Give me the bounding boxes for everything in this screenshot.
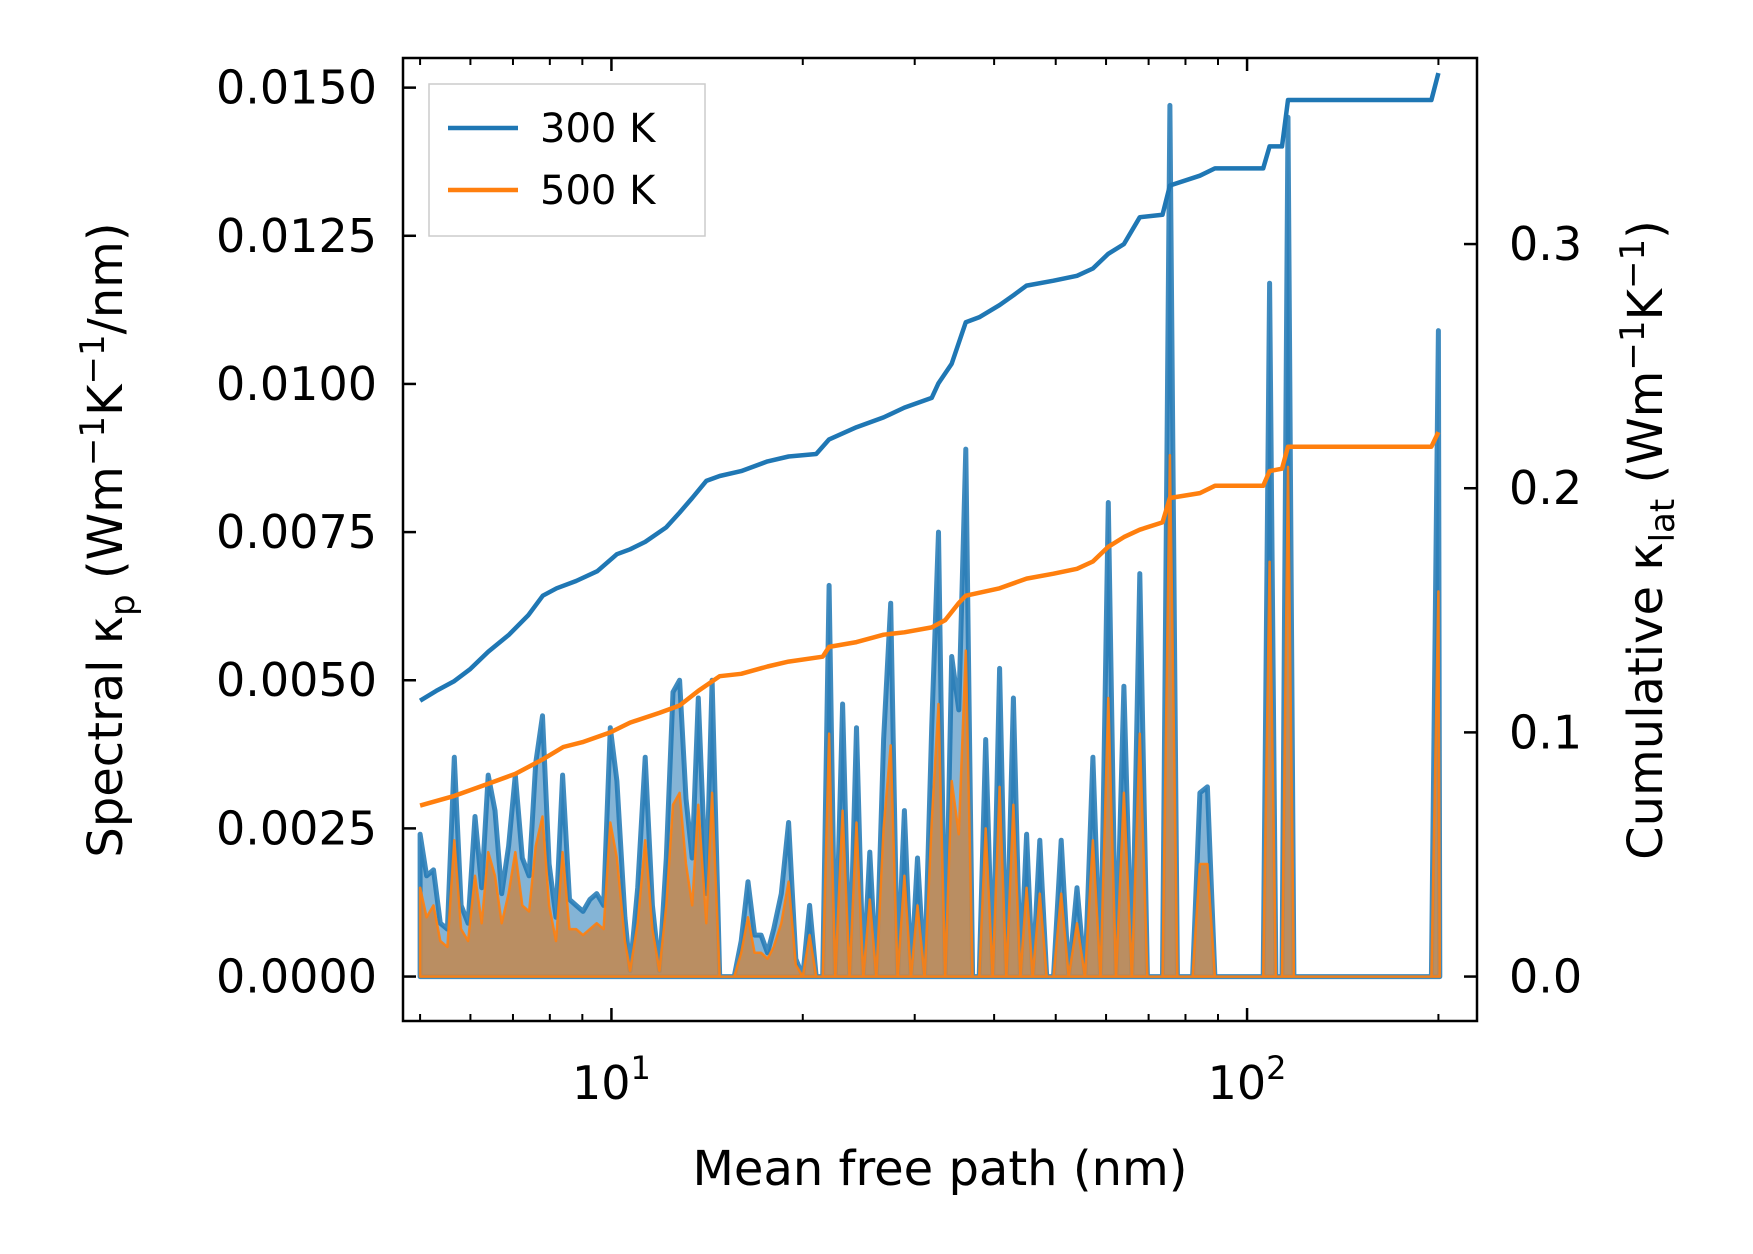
right-axis-title-sub: lat — [1643, 499, 1683, 543]
x-tick-label-exp: 1 — [631, 1049, 651, 1087]
legend-label-300k: 300 K — [540, 106, 657, 152]
right-axis-title: Cumulative κlat (Wm−1K−1) — [1613, 220, 1683, 860]
left-y-tick-label: 0.0100 — [216, 357, 377, 411]
left-y-tick-label: 0.0075 — [216, 505, 377, 559]
right-y-tick-label: 0.2 — [1509, 461, 1582, 515]
right-axis-title-close: ) — [1618, 220, 1674, 239]
left-axis-title-sup2: −1 — [73, 334, 113, 384]
right-axis-title-sup1: −1 — [1613, 320, 1653, 370]
right-axis-title-sup2: −1 — [1613, 239, 1653, 289]
left-axis-title-pre: Spectral κ — [78, 616, 134, 858]
cumulative-line-500k — [419, 431, 1441, 808]
x-tick-label: 101 — [572, 1049, 651, 1110]
left-axis-title-sub: p — [103, 594, 143, 616]
left-axis-title-close: /nm) — [78, 222, 134, 334]
x-tick-label-exp: 2 — [1266, 1049, 1286, 1087]
left-axis-title-sup1: −1 — [73, 416, 113, 466]
x-axis-title: Mean free path (nm) — [693, 1141, 1188, 1197]
spectral-area-500k — [418, 453, 1442, 978]
right-y-tick-label: 0.0 — [1509, 950, 1582, 1004]
ticks-layer: 0.00000.00250.00500.00750.01000.01250.01… — [216, 58, 1582, 1110]
spectral-series-layer — [417, 102, 1443, 980]
legend-label-500k: 500 K — [540, 168, 657, 214]
right-y-tick-label: 0.3 — [1509, 217, 1582, 271]
left-y-tick-label: 0.0025 — [216, 801, 377, 855]
x-tick-label-base: 10 — [572, 1056, 631, 1110]
cumulative-series-layer — [418, 72, 1441, 808]
x-tick-label-base: 10 — [1208, 1056, 1267, 1110]
left-y-tick-label: 0.0050 — [216, 653, 377, 707]
legend-frame — [428, 83, 706, 237]
right-y-tick-label: 0.1 — [1509, 705, 1582, 759]
cumulative-line-300k — [418, 72, 1441, 703]
left-axis-title: Spectral κp (Wm−1K−1/nm) — [73, 222, 143, 857]
left-axis-title-mid: K — [78, 383, 134, 416]
left-y-tick-label: 0.0150 — [216, 61, 377, 115]
legend: 300 K 500 K — [428, 83, 706, 237]
right-axis-title-open: (Wm — [1618, 371, 1674, 499]
left-y-tick-label: 0.0125 — [216, 209, 377, 263]
x-tick-label: 102 — [1208, 1049, 1287, 1110]
right-axis-title-pre: Cumulative κ — [1618, 542, 1674, 860]
plot-frame — [401, 56, 1479, 1023]
left-y-tick-label: 0.0000 — [216, 950, 377, 1004]
right-axis-title-mid: K — [1618, 287, 1674, 320]
left-axis-title-open: (Wm — [78, 466, 134, 594]
